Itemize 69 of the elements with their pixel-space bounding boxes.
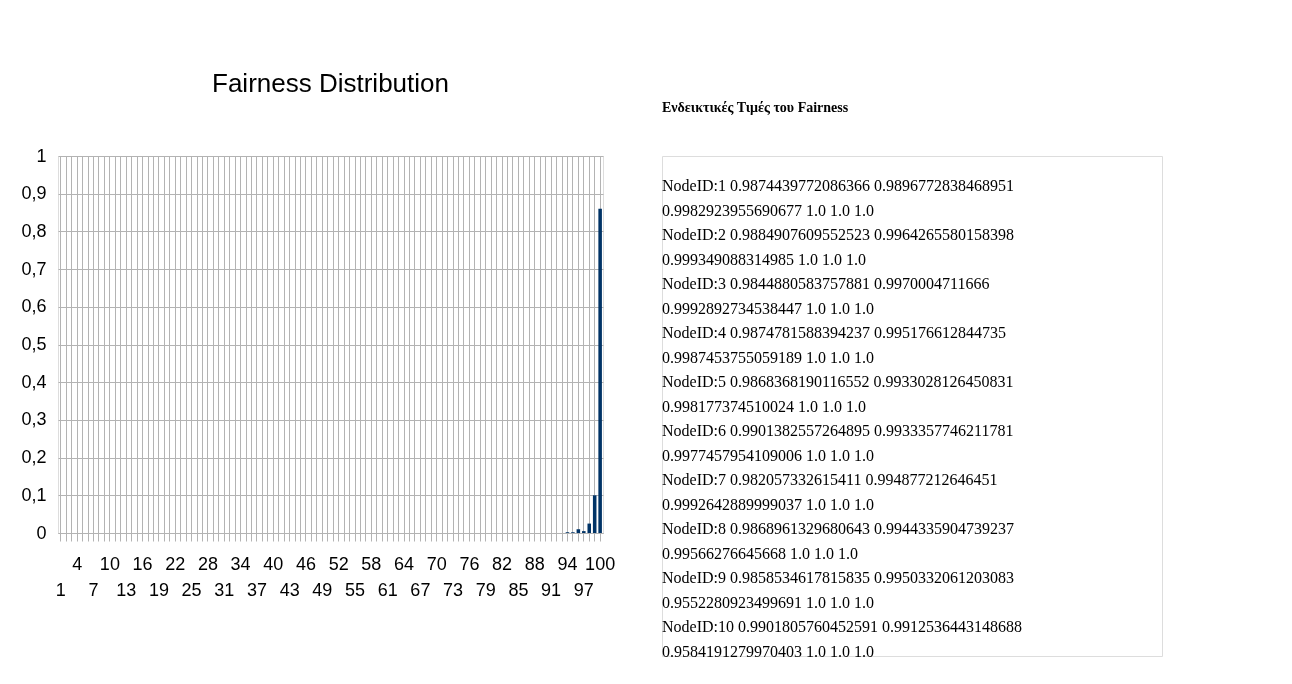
- text: NodeID:10 0.9901805760452591 0.9912536443148688: [662, 618, 1022, 635]
- y-tick-label: 0: [36, 522, 47, 543]
- x-tick-label: 49: [312, 579, 333, 600]
- x-tick-label: 85: [508, 579, 529, 600]
- y-tick-label: 0,1: [21, 484, 47, 505]
- y-tick-label: 0,3: [21, 409, 47, 430]
- x-tick-label: 100: [585, 553, 616, 574]
- y-tick-label: 0,7: [21, 258, 47, 279]
- y-tick-label: 0,5: [21, 334, 47, 354]
- text: NodeID:7 0.982057332615411 0.994877212646451: [662, 471, 998, 488]
- x-tick-label: 82: [492, 553, 513, 574]
- text: NodeID:4 0.9874781588394237 0.995176612844735: [662, 324, 1006, 341]
- text: NodeID:5 0.9868368190116552 0.9933028126450831: [662, 373, 1014, 390]
- text: 0.9977457954109006 1.0 1.0 1.0: [662, 446, 874, 464]
- x-tick-label: 76: [459, 553, 480, 574]
- text: Ενδεικτικές Τιμές του Fairness: [662, 100, 849, 115]
- x-tick-label: 22: [165, 553, 186, 574]
- x-tick-label: 4: [72, 553, 83, 574]
- x-tick-label: 67: [410, 579, 431, 600]
- text: 0.9552280923499691 1.0 1.0 1.0: [662, 593, 874, 611]
- x-tick-label: 46: [295, 553, 316, 574]
- y-tick-label: 0,8: [21, 220, 47, 241]
- text: NodeID:2 0.9884907609552523 0.9964265580158398: [662, 226, 1014, 243]
- text: NodeID:1 0.9874439772086366 0.9896772838468951: [662, 177, 1014, 194]
- text: 0.9992892734538447 1.0 1.0 1.0: [662, 299, 874, 317]
- y-tick-label: 1: [36, 145, 47, 166]
- x-tick-label: 7: [88, 579, 99, 600]
- x-tick-label: 19: [148, 579, 169, 600]
- y-tick-label: 0,6: [21, 296, 47, 317]
- y-tick-label: 0,9: [21, 183, 47, 204]
- x-tick-label: 91: [541, 579, 562, 600]
- x-tick-label: 88: [524, 553, 545, 574]
- x-tick-label: 13: [116, 579, 137, 600]
- x-tick-label: 55: [345, 579, 366, 600]
- x-tick-label: 70: [426, 553, 447, 574]
- bar: [576, 529, 581, 533]
- text: 0.9992642889999037 1.0 1.0 1.0: [662, 495, 874, 513]
- y-tick-label: 0,2: [21, 447, 47, 468]
- x-tick-label: 1: [55, 579, 66, 600]
- x-tick-label: 43: [279, 579, 300, 600]
- x-tick-label: 40: [263, 553, 284, 574]
- text: NodeID:8 0.9868961329680643 0.9944335904739237: [662, 520, 1014, 537]
- bar: [598, 208, 602, 533]
- x-tick-label: 73: [443, 579, 464, 600]
- text: NodeID:3 0.9844880583757881 0.9970004711666: [662, 275, 990, 292]
- x-tick-label: 34: [230, 553, 251, 574]
- x-tick-label: 58: [361, 553, 382, 574]
- text: 0.9987453755059189 1.0 1.0 1.0: [662, 348, 874, 366]
- x-tick-label: 16: [132, 553, 153, 574]
- text: 0.998177374510024 1.0 1.0 1.0: [662, 397, 866, 415]
- x-tick-label: 79: [475, 579, 496, 600]
- y-tick-label: 0,4: [21, 371, 47, 392]
- x-tick-label: 10: [99, 553, 120, 574]
- x-tick-label: 64: [394, 553, 415, 574]
- text: NodeID:6 0.9901382557264895 0.9933357746211781: [662, 422, 1014, 439]
- x-tick-label: 37: [246, 579, 267, 600]
- x-tick-label: 94: [557, 553, 578, 574]
- x-tick-label: 25: [181, 579, 202, 600]
- text: 0.999349088314985 1.0 1.0 1.0: [662, 250, 866, 268]
- chart-title: Fairness Distribution: [212, 68, 449, 98]
- text: 0.99566276645668 1.0 1.0 1.0: [662, 544, 858, 562]
- text: NodeID:9 0.9858534617815835 0.9950332061203083: [662, 569, 1014, 586]
- x-tick-label: 97: [573, 579, 594, 600]
- x-tick-label: 52: [328, 553, 349, 574]
- x-tick-label: 31: [214, 579, 235, 600]
- x-tick-label: 61: [377, 579, 398, 600]
- text: 0.9982923955690677 1.0 1.0 1.0: [662, 201, 874, 219]
- text: 0.9584191279970403 1.0 1.0 1.0: [662, 642, 874, 660]
- x-tick-label: 28: [197, 553, 218, 574]
